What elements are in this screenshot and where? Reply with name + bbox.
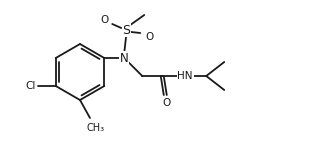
Text: O: O: [162, 98, 170, 108]
Text: HN: HN: [178, 71, 193, 81]
Text: O: O: [145, 32, 153, 42]
Text: Cl: Cl: [26, 81, 36, 91]
Text: S: S: [122, 24, 130, 36]
Text: CH₃: CH₃: [87, 123, 105, 133]
Text: O: O: [100, 15, 108, 25]
Text: N: N: [120, 51, 129, 64]
